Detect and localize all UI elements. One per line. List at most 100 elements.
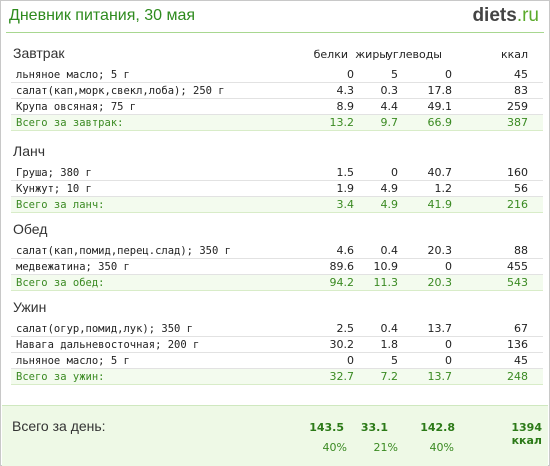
row-divider [11,196,543,197]
row-divider [11,384,543,385]
meal-total-row: Всего за обед: 94.2 11.3 20.3 543 [11,275,543,291]
fat-value: 0 [391,166,398,179]
carbs-value: 0 [445,338,452,351]
food-row[interactable]: салат(огур,помид,лук); 350 г 2.5 0.4 13.7 67 [11,321,543,337]
carbs-value: 41.9 [427,198,453,211]
day-total-protein: 143.5 [309,421,344,434]
food-row[interactable]: льняное масло; 5 г 0 5 0 45 [11,67,543,83]
food-name: льняное масло; 5 г [16,69,130,81]
fat-value: 10.9 [373,260,399,273]
carbs-value: 20.3 [427,276,453,289]
food-name: салат(кап,помид,перец.слад); 350 г [16,245,231,257]
page-title: Дневник питания, 30 мая [9,7,196,24]
kcal-value: 160 [507,166,528,179]
fat-value: 0.3 [380,84,399,97]
meal-total-label: Всего за ланч: [16,199,105,211]
food-row[interactable]: Груша; 380 г 1.5 0 40.7 160 [11,165,543,181]
protein-value: 2.5 [336,322,355,335]
row-divider [11,352,543,353]
fat-value: 9.7 [380,116,399,129]
fat-value: 4.9 [380,182,399,195]
carbs-value: 0 [445,260,452,273]
carbs-value: 66.9 [427,116,453,129]
kcal-value: 67 [514,322,528,335]
kcal-value: 83 [514,84,528,97]
fat-value: 0.4 [380,322,399,335]
meal-total-label: Всего за ужин: [16,371,105,383]
day-total-carbs-pct: 40% [429,441,454,454]
kcal-value: 136 [507,338,528,351]
protein-value: 0 [347,354,354,367]
food-row[interactable]: льняное масло; 5 г 0 5 0 45 [11,353,543,369]
kcal-value: 248 [507,370,528,383]
kcal-value: 259 [507,100,528,113]
kcal-value: 543 [507,276,528,289]
row-divider [11,212,543,213]
protein-value: 30.2 [329,338,355,351]
meal-total-label: Всего за завтрак: [16,117,124,129]
food-row[interactable]: Навага дальневосточная; 200 г 30.2 1.8 0 136 [11,337,543,353]
food-row[interactable]: салат(кап,помид,перец.слад); 350 г 4.6 0.4… [11,243,543,259]
meal-title: Обед [13,221,48,237]
food-name: салат(кап,морк,свекл,лоба); 250 г [16,85,225,97]
kcal-value: 455 [507,260,528,273]
protein-value: 4.6 [336,244,355,257]
food-name: льняное масло; 5 г [16,355,130,367]
fat-value: 5 [391,68,398,81]
day-total-label: Всего за день: [12,418,106,434]
row-divider [11,180,543,181]
protein-value: 13.2 [329,116,355,129]
carbs-value: 13.7 [427,322,453,335]
food-name: салат(огур,помид,лук); 350 г [16,323,194,335]
meal-total-row: Всего за завтрак: 13.2 9.7 66.9 387 [11,115,543,131]
column-header-fat: жиры [355,48,388,61]
day-total-protein-pct: 40% [322,441,347,454]
carbs-value: 0 [445,68,452,81]
carbs-value: 40.7 [427,166,453,179]
carbs-value: 20.3 [427,244,453,257]
column-header-carbs: углеводы [386,48,442,61]
fat-value: 4.9 [380,198,399,211]
day-total-fat-pct: 21% [373,441,398,454]
meal-title: Завтрак [13,45,65,61]
fat-value: 4.4 [380,100,399,113]
column-header-protein: белки [313,48,348,61]
kcal-value: 56 [514,182,528,195]
header: Дневник питания, 30 мая diets.ru [1,1,549,33]
day-total-fat: 33.1 [360,421,388,434]
column-header-kcal: ккал [500,48,528,61]
row-divider [11,368,543,369]
fat-value: 0.4 [380,244,399,257]
protein-value: 1.5 [336,166,355,179]
row-divider [11,274,543,275]
food-row[interactable]: Кунжут; 10 г 1.9 4.9 1.2 56 [11,181,543,197]
kcal-value: 45 [514,68,528,81]
site-logo[interactable]: diets.ru [472,5,539,26]
carbs-value: 1.2 [434,182,453,195]
protein-value: 4.3 [336,84,355,97]
protein-value: 3.4 [336,198,355,211]
day-total-kcal: 1394 ккал [511,421,542,447]
protein-value: 94.2 [329,276,355,289]
meal-total-label: Всего за обед: [16,277,105,289]
protein-value: 0 [347,68,354,81]
food-name: Крупа овсяная; 75 г [16,101,137,113]
day-total-panel: Всего за день: 143.5 33.1 142.8 1394 кка… [2,405,548,466]
row-divider [11,336,543,337]
fat-value: 1.8 [380,338,399,351]
row-divider [11,290,543,291]
fat-value: 7.2 [380,370,399,383]
food-row[interactable]: салат(кап,морк,свекл,лоба); 250 г 4.3 0.3 1… [11,83,543,99]
protein-value: 1.9 [336,182,355,195]
meal-total-row: Всего за ужин: 32.7 7.2 13.7 248 [11,369,543,385]
kcal-value: 387 [507,116,528,129]
food-name: Груша; 380 г [16,167,92,179]
food-row[interactable]: Крупа овсяная; 75 г 8.9 4.4 49.1 259 [11,99,543,115]
carbs-value: 17.8 [427,84,453,97]
protein-value: 8.9 [336,100,355,113]
header-divider [6,32,544,33]
food-row[interactable]: медвежатина; 350 г 89.6 10.9 0 455 [11,259,543,275]
food-name: медвежатина; 350 г [16,261,130,273]
row-divider [11,114,543,115]
